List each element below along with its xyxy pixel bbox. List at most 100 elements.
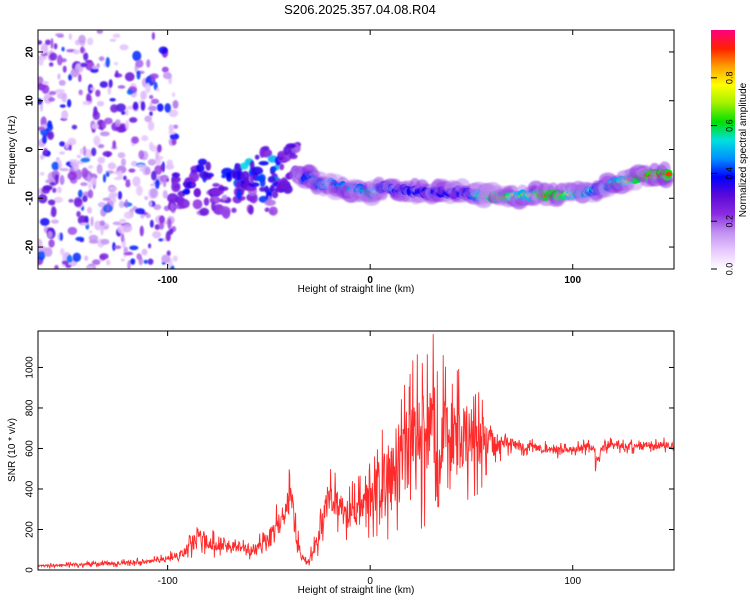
noise-speckle <box>88 239 99 244</box>
noise-speckle <box>99 81 108 88</box>
noise-speckle <box>43 147 48 156</box>
noise-speckle <box>103 225 108 229</box>
spectral-blob <box>182 188 191 195</box>
noise-speckle <box>138 150 145 160</box>
colorbar-tick-label: 0.2 <box>724 215 734 228</box>
spectral-blob <box>264 185 269 194</box>
noise-speckle <box>160 164 164 171</box>
spectral-blob <box>173 183 180 190</box>
noise-speckle <box>82 195 88 203</box>
snr-frame <box>37 330 675 571</box>
noise-speckle <box>140 90 147 100</box>
noise-speckle <box>144 166 151 175</box>
noise-speckle <box>54 264 59 269</box>
noise-speckle <box>124 199 129 208</box>
y-tick-label: -20 <box>25 239 36 254</box>
noise-speckle <box>166 250 171 257</box>
noise-speckle <box>117 85 126 89</box>
noise-speckle <box>38 126 46 131</box>
noise-speckle <box>67 137 77 146</box>
noise-speckle <box>139 167 143 172</box>
noise-speckle <box>41 81 49 85</box>
spectral-blob <box>203 197 210 206</box>
noise-speckle <box>91 65 99 70</box>
noise-speckle <box>95 89 101 97</box>
noise-speckle <box>125 180 131 188</box>
noise-speckle <box>78 34 86 44</box>
noise-speckle <box>131 160 138 167</box>
noise-speckle <box>47 130 55 140</box>
noise-speckle <box>99 220 105 227</box>
noise-speckle <box>97 144 105 149</box>
noise-speckle <box>49 182 57 187</box>
noise-speckle <box>172 255 178 262</box>
noise-speckle <box>39 217 50 226</box>
noise-speckle <box>41 84 50 94</box>
noise-speckle <box>83 52 89 61</box>
noise-speckle <box>99 131 110 137</box>
noise-speckle <box>100 238 110 245</box>
spectral-blob <box>231 207 237 213</box>
noise-speckle <box>80 157 91 163</box>
noise-speckle <box>39 171 45 176</box>
noise-speckle <box>144 115 152 123</box>
spectral-blob <box>259 186 266 192</box>
noise-speckle <box>136 253 142 260</box>
colorbar-tick-label: 0.6 <box>724 119 734 132</box>
noise-speckle <box>87 189 94 199</box>
noise-speckle <box>52 187 57 193</box>
noise-speckle <box>92 111 101 121</box>
noise-speckle <box>91 123 100 130</box>
noise-speckle <box>102 197 111 201</box>
noise-speckle <box>54 88 65 94</box>
snr-y-axis-label: SNR (10 * v/v) <box>7 418 18 482</box>
noise-speckle <box>119 44 129 51</box>
noise-speckle <box>115 103 126 113</box>
noise-speckle <box>62 65 67 73</box>
noise-speckle <box>78 89 83 96</box>
spectral-blob <box>195 163 205 173</box>
noise-speckle <box>123 211 134 219</box>
snr-series-line <box>38 334 674 570</box>
noise-speckle <box>38 57 44 66</box>
noise-speckle <box>124 108 129 116</box>
noise-speckle <box>96 30 104 34</box>
noise-speckle <box>106 202 110 213</box>
noise-speckle <box>87 165 94 170</box>
noise-speckle <box>161 66 169 73</box>
noise-speckle <box>51 161 60 171</box>
spectral-blob <box>236 188 242 200</box>
colorbar: 0.0 0.2 0.4 0.6 0.8 Normalized spectral ampl… <box>711 30 749 275</box>
noise-speckle <box>96 100 105 107</box>
noise-speckle <box>165 163 175 170</box>
noise-speckle <box>109 97 116 102</box>
noise-speckle <box>89 86 96 91</box>
noise-speckle <box>148 243 152 249</box>
noise-speckle <box>58 79 66 86</box>
noise-speckle <box>56 54 63 66</box>
noise-speckle <box>90 216 94 227</box>
spectral-blob <box>171 176 181 183</box>
noise-speckle <box>79 222 90 226</box>
noise-speckle <box>113 245 122 250</box>
snr-x-axis-label: Height of straight line (km) <box>298 585 415 596</box>
y-tick-label: 0 <box>25 146 36 152</box>
noise-speckle <box>108 192 119 198</box>
noise-speckle <box>53 43 58 50</box>
noise-speckle <box>157 144 162 153</box>
spectrogram-plot-area <box>38 30 674 269</box>
spectrogram-x-axis-label: Height of straight line (km) <box>298 284 415 295</box>
noise-speckle <box>59 168 69 172</box>
noise-speckle <box>47 199 56 206</box>
noise-speckle <box>105 172 110 178</box>
noise-speckle <box>147 105 158 112</box>
noise-speckle <box>112 242 116 251</box>
noise-speckle <box>47 230 53 239</box>
noise-speckle <box>66 254 73 264</box>
noise-speckle <box>124 72 135 82</box>
noise-speckle <box>145 213 151 219</box>
figure-title: S206.2025.357.04.08.R04 <box>284 2 436 17</box>
noise-speckle <box>117 191 123 200</box>
noise-speckle <box>80 182 88 187</box>
